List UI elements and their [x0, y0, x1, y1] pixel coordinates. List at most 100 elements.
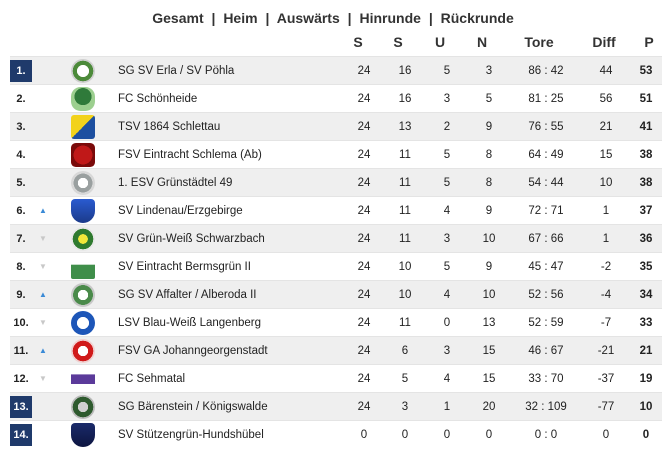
wins: 11: [384, 140, 426, 169]
points: 35: [630, 252, 662, 281]
draws: 5: [426, 56, 468, 85]
team-name[interactable]: SV Grün-Weiß Schwarzbach: [112, 224, 344, 253]
rank-badge: 5.: [16, 176, 26, 189]
filter-auswaerts[interactable]: Auswärts: [276, 10, 340, 26]
games-played: 24: [344, 56, 384, 85]
losses: 3: [468, 56, 510, 85]
games-played: 24: [344, 140, 384, 169]
wins: 11: [384, 224, 426, 253]
games-played: 24: [344, 84, 384, 113]
table-row[interactable]: 1. SG SV Erla / SV Pöhla 24 16 5 3 86 : …: [10, 56, 662, 85]
team-name[interactable]: SV Stützengrün-Hundshübel: [112, 420, 344, 449]
filter-heim[interactable]: Heim: [223, 10, 258, 26]
games-played: 24: [344, 112, 384, 141]
team-name[interactable]: FSV Eintracht Schlema (Ab): [112, 140, 344, 169]
table-row[interactable]: 8. ▼ SV Eintracht Bermsgrün II 24 10 5 9…: [10, 252, 662, 281]
team-name[interactable]: TSV 1864 Schlettau: [112, 112, 344, 141]
goal-difference: 1: [582, 196, 630, 225]
games-played: 24: [344, 168, 384, 197]
wins: 0: [384, 420, 426, 449]
trend-down-icon: ▼: [39, 234, 47, 243]
games-played: 24: [344, 336, 384, 365]
trend-up-icon: ▲: [39, 346, 47, 355]
green-white-crest-icon: [71, 58, 95, 83]
wins: 16: [384, 84, 426, 113]
table-row[interactable]: 14. SV Stützengrün-Hundshübel 0 0 0 0 0 …: [10, 420, 662, 449]
table-row[interactable]: 9. ▲ SG SV Affalter / Alberoda II 24 10 …: [10, 280, 662, 309]
team-name[interactable]: SV Lindenau/Erzgebirge: [112, 196, 344, 225]
points: 37: [630, 196, 662, 225]
losses: 9: [468, 196, 510, 225]
losses: 9: [468, 112, 510, 141]
team-name[interactable]: SG SV Affalter / Alberoda II: [112, 280, 344, 309]
rank-badge: 11.: [13, 344, 29, 357]
draws: 3: [426, 224, 468, 253]
rank-badge: 14.: [10, 423, 32, 446]
goals: 76 : 55: [510, 112, 582, 141]
trend-up-icon: ▲: [39, 290, 47, 299]
col-header-draws: U: [434, 34, 446, 50]
draws: 4: [426, 280, 468, 309]
points: 51: [630, 84, 662, 113]
col-header-losses: N: [476, 34, 488, 50]
col-header-games: S: [353, 34, 363, 50]
rank-badge: 4.: [16, 148, 26, 161]
col-header-diff: Diff: [592, 34, 616, 50]
goals: 46 : 67: [510, 336, 582, 365]
points: 0: [630, 420, 662, 449]
points: 10: [630, 392, 662, 421]
losses: 15: [468, 364, 510, 393]
table-row[interactable]: 2. FC Schönheide 24 16 3 5 81 : 25 56 51: [10, 84, 662, 113]
goals: 0 : 0: [510, 420, 582, 449]
view-filter-nav: Gesamt | Heim | Auswärts | Hinrunde | Rü…: [0, 8, 666, 28]
goal-difference: 21: [582, 112, 630, 141]
navy-shield-crest-icon: [71, 422, 95, 447]
filter-hinrunde[interactable]: Hinrunde: [359, 10, 421, 26]
team-name[interactable]: SV Eintracht Bermsgrün II: [112, 252, 344, 281]
table-row[interactable]: 6. ▲ SV Lindenau/Erzgebirge 24 11 4 9 72…: [10, 196, 662, 225]
table-row[interactable]: 3. TSV 1864 Schlettau 24 13 2 9 76 : 55 …: [10, 112, 662, 141]
draws: 3: [426, 336, 468, 365]
games-played: 24: [344, 224, 384, 253]
dark-green-crest-icon: [71, 394, 95, 419]
red-crest-icon: [71, 142, 95, 167]
team-name[interactable]: SG Bärenstein / Königswalde: [112, 392, 344, 421]
table-row[interactable]: 12. ▼ FC Sehmatal 24 5 4 15 33 : 70 -37 …: [10, 364, 662, 393]
goal-difference: 0: [582, 420, 630, 449]
losses: 8: [468, 140, 510, 169]
losses: 10: [468, 224, 510, 253]
team-name[interactable]: 1. ESV Grünstädtel 49: [112, 168, 344, 197]
goal-difference: -77: [582, 392, 630, 421]
draws: 1: [426, 392, 468, 421]
games-played: 24: [344, 392, 384, 421]
points: 21: [630, 336, 662, 365]
table-row[interactable]: 11. ▲ FSV GA Johanngeorgenstadt 24 6 3 1…: [10, 336, 662, 365]
filter-gesamt[interactable]: Gesamt: [152, 10, 204, 26]
team-name[interactable]: SG SV Erla / SV Pöhla: [112, 56, 344, 85]
table-row[interactable]: 7. ▼ SV Grün-Weiß Schwarzbach 24 11 3 10…: [10, 224, 662, 253]
draws: 3: [426, 84, 468, 113]
filter-rueckrunde[interactable]: Rückrunde: [440, 10, 514, 26]
points: 36: [630, 224, 662, 253]
team-name[interactable]: LSV Blau-Weiß Langenberg: [112, 308, 344, 337]
red-white-crest-icon: [71, 338, 95, 363]
team-name[interactable]: FSV GA Johanngeorgenstadt: [112, 336, 344, 365]
team-name[interactable]: FC Schönheide: [112, 84, 344, 113]
wins: 11: [384, 168, 426, 197]
separator: |: [347, 10, 352, 26]
table-row[interactable]: 4. FSV Eintracht Schlema (Ab) 24 11 5 8 …: [10, 140, 662, 169]
goal-difference: -4: [582, 280, 630, 309]
goals: 81 : 25: [510, 84, 582, 113]
wins: 11: [384, 308, 426, 337]
rank-badge: 3.: [16, 120, 26, 133]
goals: 52 : 56: [510, 280, 582, 309]
wins: 11: [384, 196, 426, 225]
draws: 5: [426, 252, 468, 281]
table-row[interactable]: 10. ▼ LSV Blau-Weiß Langenberg 24 11 0 1…: [10, 308, 662, 337]
team-name[interactable]: FC Sehmatal: [112, 364, 344, 393]
table-row[interactable]: 5. 1. ESV Grünstädtel 49 24 11 5 8 54 : …: [10, 168, 662, 197]
goals: 52 : 59: [510, 308, 582, 337]
col-header-wins: S: [393, 34, 403, 50]
table-row[interactable]: 13. SG Bärenstein / Königswalde 24 3 1 2…: [10, 392, 662, 421]
rank-badge: 7.: [16, 232, 26, 245]
